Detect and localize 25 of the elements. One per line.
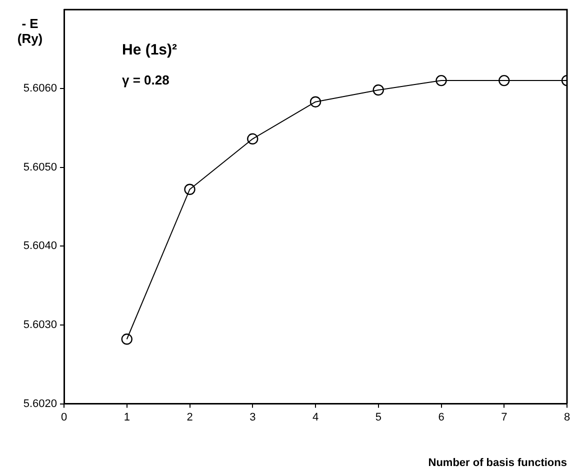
x-tick-label: 5 (375, 411, 382, 424)
x-axis-title: Number of basis functions (428, 457, 567, 469)
annotation: γ = 0.28 (122, 72, 170, 88)
point (372, 84, 384, 96)
y-tick-label: 5.6060 (23, 82, 57, 94)
point (184, 184, 196, 195)
point (436, 74, 447, 86)
point (121, 334, 132, 345)
point (498, 74, 510, 86)
x-tick-label: 7 (501, 411, 508, 424)
x-tick-label: 6 (438, 411, 444, 424)
point (310, 96, 322, 108)
y-tick-label: 5.6050 (23, 161, 57, 174)
x-tick-label: 1 (124, 411, 130, 424)
annotation: He (1s)² (122, 42, 178, 59)
y-tick-label: 5.6040 (23, 240, 57, 252)
y-axis-title: - E (Ry) (17, 16, 43, 46)
x-tick-label: 3 (250, 411, 256, 424)
point (247, 133, 258, 144)
x-tick-label: 0 (60, 411, 68, 424)
y-tick-label: 5.6030 (23, 318, 57, 331)
x-tick-label: 4 (312, 411, 319, 424)
x-tick-label: 8 (564, 411, 570, 424)
x-tick-label: 2 (186, 411, 193, 424)
y-tick-label: 5.6020 (23, 398, 57, 410)
